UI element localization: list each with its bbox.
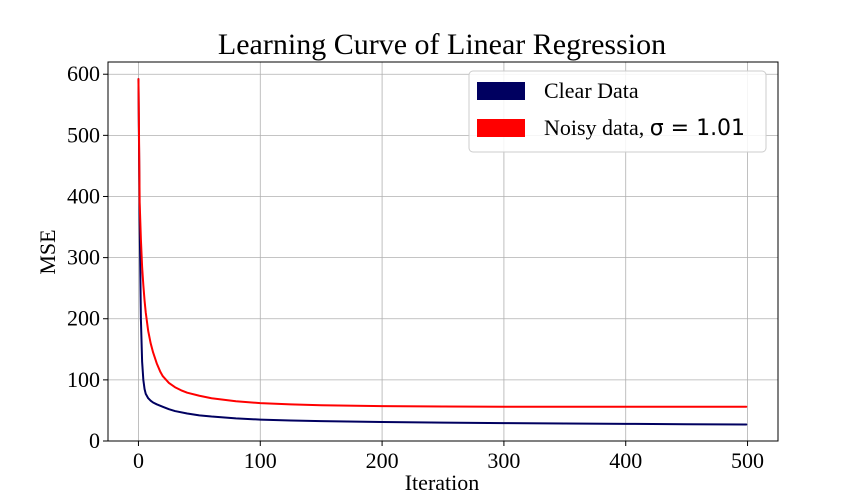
legend-label: Noisy data, σ = 1.01 [544,115,745,141]
y-tick-label: 500 [67,122,100,147]
x-tick-label: 100 [244,448,277,473]
y-tick-label: 600 [67,61,100,86]
x-tick-label: 300 [487,448,520,473]
legend-label: Clear Data [544,78,639,103]
y-tick-label: 300 [67,245,100,270]
y-tick-label: 400 [67,183,100,208]
plot-frame [107,61,779,442]
x-axis-label: Iteration [405,470,480,495]
axis-ticks: 0 100 200 300 400 500 0 100 200 300 400 500 600 [67,61,764,473]
legend: Clear Data Noisy data, σ = 1.01 [468,70,767,153]
x-tick-label: 0 [133,448,144,473]
x-tick-label: 200 [366,448,399,473]
series-line-clear-data [137,78,748,426]
series-layer [137,78,748,426]
series-line-noisy-data [137,78,748,408]
y-tick-label: 100 [67,367,100,392]
legend-label-text: Clear Data [544,78,639,103]
y-axis-label: MSE [35,229,60,274]
y-tick-label: 200 [67,306,100,331]
x-tick-label: 400 [609,448,642,473]
legend-swatch [477,82,525,100]
chart-title: Learning Curve of Linear Regression [218,28,666,61]
y-tick-label: 0 [89,428,100,453]
legend-box [468,70,767,153]
legend-label-text: Noisy data, [544,115,650,140]
legend-swatch [477,119,525,137]
legend-label-math: σ = 1.01 [650,116,745,141]
x-tick-label: 500 [731,448,764,473]
